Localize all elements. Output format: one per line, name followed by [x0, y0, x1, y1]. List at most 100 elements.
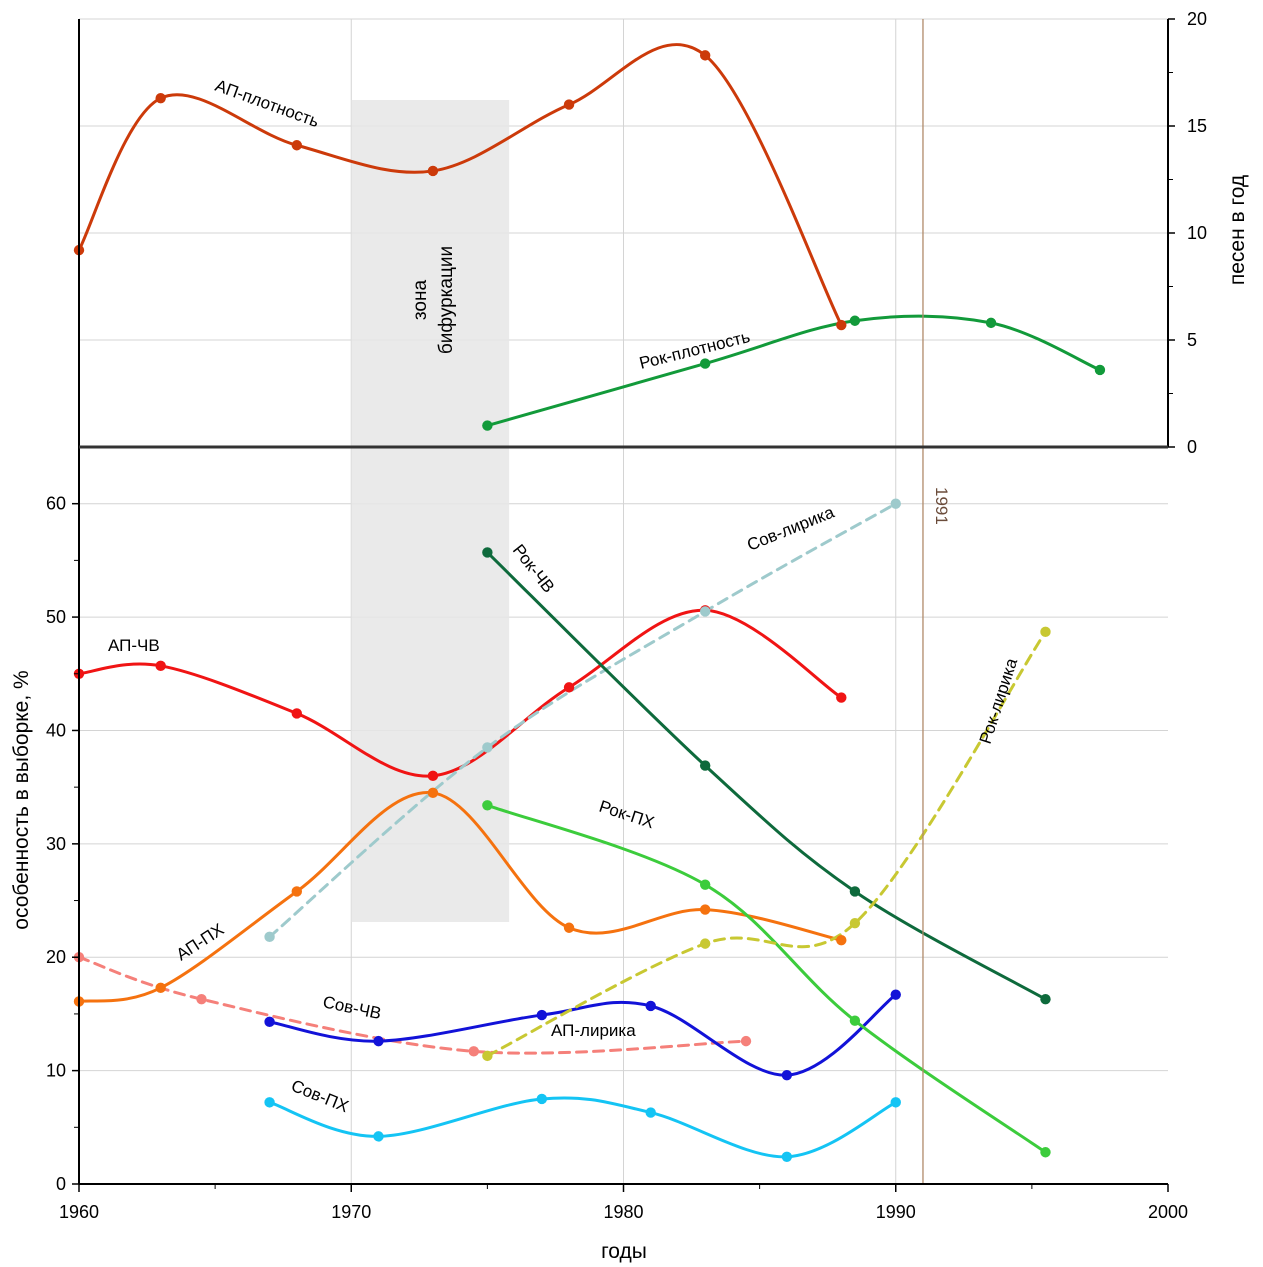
label-ap-chv: АП-ЧВ: [108, 636, 160, 655]
label-rock-chv: Рок-ЧВ: [509, 541, 558, 597]
bottom-series-line-rok-lirika: [485, 630, 1047, 1058]
bottom-point-rok-chv-2: [849, 886, 861, 897]
left-y-axis-title: особенность в выборке, %: [10, 670, 33, 929]
bottom-point-ap-ph-4: [563, 922, 575, 933]
bottom-point-ap-ph-6: [836, 935, 847, 946]
right-y-tick-label-5: 5: [1187, 330, 1197, 350]
points-layer: [73, 50, 1106, 1162]
left-y-tick-label-0: 0: [56, 1174, 66, 1194]
right-y-axis-title: песен в год: [1226, 175, 1249, 285]
gridlines: [79, 18, 1168, 1184]
label-rock-px: Рок-ПХ: [597, 797, 657, 833]
label-rock-lyrics: Рок-лирика: [976, 655, 1022, 746]
bottom-point-rok-lirika-1: [699, 938, 711, 949]
left-y-tick-label-30: 30: [46, 834, 66, 854]
bifurcation-zone-rect: [351, 100, 510, 922]
bottom-point-sov-lirika-0: [264, 931, 275, 943]
top-point-ap-plotnost-1: [155, 92, 166, 104]
bottom-point-ap-chv-3: [427, 770, 439, 782]
x-tick-label-1980: 1980: [603, 1202, 643, 1222]
bifurcation-zone-label: зона бифуркации: [410, 246, 457, 354]
bottom-point-sov-lirika-2: [699, 606, 711, 617]
bottom-point-sov-ph-2: [536, 1093, 548, 1105]
left-y-tick-label-20: 20: [46, 947, 66, 967]
label-ap-density: АП-плотность: [213, 76, 322, 131]
bottom-point-rok-lirika-2: [849, 918, 861, 929]
bottom-point-rok-ph-3: [1040, 1147, 1051, 1158]
bottom-point-rok-lirika-3: [1040, 626, 1051, 638]
bottom-point-ap-ph-2: [291, 886, 302, 897]
top-point-rok-plotnost-4: [1094, 364, 1106, 376]
right-y-tick-label-15: 15: [1187, 116, 1207, 136]
zone-label-line2: бифуркации: [436, 246, 457, 354]
top-point-ap-plotnost-4: [563, 99, 575, 110]
bottom-point-sov-chv-5: [890, 989, 901, 1000]
bottom-point-sov-chv-3: [645, 1000, 656, 1012]
top-series-line-rok-plotnost: [485, 314, 1102, 428]
bottom-point-rok-ph-2: [849, 1015, 861, 1026]
tick-labels: 1960 1970 1980 1990 2000 0 10 20 30 40 50 60 0 5 10 15 2…: [46, 9, 1207, 1222]
bottom-point-ap-chv-1: [155, 660, 166, 672]
top-point-rok-plotnost-1: [699, 358, 711, 369]
x-axis-title: годы: [601, 1240, 647, 1263]
left-y-tick-label-40: 40: [46, 720, 66, 740]
bottom-point-rok-lirika-0: [482, 1050, 493, 1062]
bottom-point-ap-ph-3: [427, 787, 439, 799]
top-point-rok-plotnost-3: [985, 317, 997, 329]
bottom-point-ap-lirika-3: [740, 1035, 752, 1047]
label-sov-px: Сов-ПХ: [289, 1076, 352, 1116]
bottom-point-ap-ph-1: [155, 982, 166, 994]
x-tick-label-1970: 1970: [331, 1202, 371, 1222]
bottom-point-sov-ph-5: [890, 1097, 901, 1108]
right-y-tick-label-0: 0: [1187, 437, 1197, 457]
bottom-point-sov-chv-4: [781, 1069, 793, 1081]
top-point-rok-plotnost-0: [482, 420, 493, 431]
left-y-tick-label-50: 50: [46, 607, 66, 627]
bottom-point-sov-chv-0: [264, 1016, 275, 1028]
bottom-point-sov-lirika-3: [890, 498, 901, 509]
label-sov-chv: Сов-ЧВ: [321, 992, 383, 1023]
x-tick-label-1960: 1960: [59, 1202, 99, 1222]
bottom-point-rok-ph-0: [482, 800, 493, 811]
axes: [72, 18, 1175, 1192]
bottom-point-rok-chv-1: [699, 760, 711, 771]
bottom-series-line-sov-lirika: [268, 502, 898, 939]
bottom-point-ap-chv-2: [291, 708, 302, 719]
bottom-point-sov-lirika-1: [482, 742, 493, 753]
bottom-series-line-sov-ph: [268, 1096, 898, 1159]
zone-label-line1: зона: [410, 280, 431, 321]
bottom-point-rok-chv-0: [482, 547, 493, 558]
label-ap-lyrics: АП-лирика: [551, 1021, 636, 1040]
top-point-ap-plotnost-6: [836, 319, 847, 331]
bottom-point-rok-ph-1: [699, 879, 711, 890]
bottom-point-sov-ph-1: [373, 1131, 384, 1142]
bottom-series-line-rok-ph: [485, 803, 1047, 1154]
bottom-point-sov-ph-0: [264, 1097, 275, 1108]
bottom-point-sov-ph-4: [781, 1151, 793, 1162]
series-layer: [77, 43, 1102, 1159]
bottom-point-sov-chv-2: [536, 1009, 548, 1021]
top-point-ap-plotnost-2: [291, 140, 302, 151]
label-sov-lyrics: Сов-лирика: [744, 502, 837, 554]
bottom-point-ap-lirika-1: [196, 993, 207, 1005]
bottom-point-ap-chv-4: [563, 682, 575, 693]
bottom-point-rok-chv-3: [1040, 993, 1051, 1005]
left-y-tick-label-60: 60: [46, 494, 66, 514]
x-tick-label-2000: 2000: [1148, 1202, 1188, 1222]
bottom-series-line-ap-lirika: [77, 955, 748, 1055]
top-point-ap-plotnost-3: [427, 165, 439, 177]
right-y-tick-label-20: 20: [1187, 9, 1207, 29]
series-labels: АП-плотность Рок-плотность АП-ЧВ АП-ПХ А…: [108, 76, 1021, 1116]
top-point-rok-plotnost-2: [849, 315, 861, 326]
vertical-line-year-label: 1991: [932, 487, 951, 525]
left-y-tick-label-10: 10: [46, 1061, 66, 1081]
bottom-point-ap-ph-5: [699, 904, 711, 915]
bottom-point-sov-ph-3: [645, 1107, 656, 1118]
bottom-point-ap-lirika-2: [468, 1046, 479, 1057]
right-y-tick-label-10: 10: [1187, 223, 1207, 243]
bottom-series-line-rok-chv: [485, 550, 1047, 1001]
top-point-ap-plotnost-5: [699, 50, 711, 61]
x-tick-label-1990: 1990: [876, 1202, 916, 1222]
bottom-point-sov-chv-1: [373, 1035, 384, 1047]
